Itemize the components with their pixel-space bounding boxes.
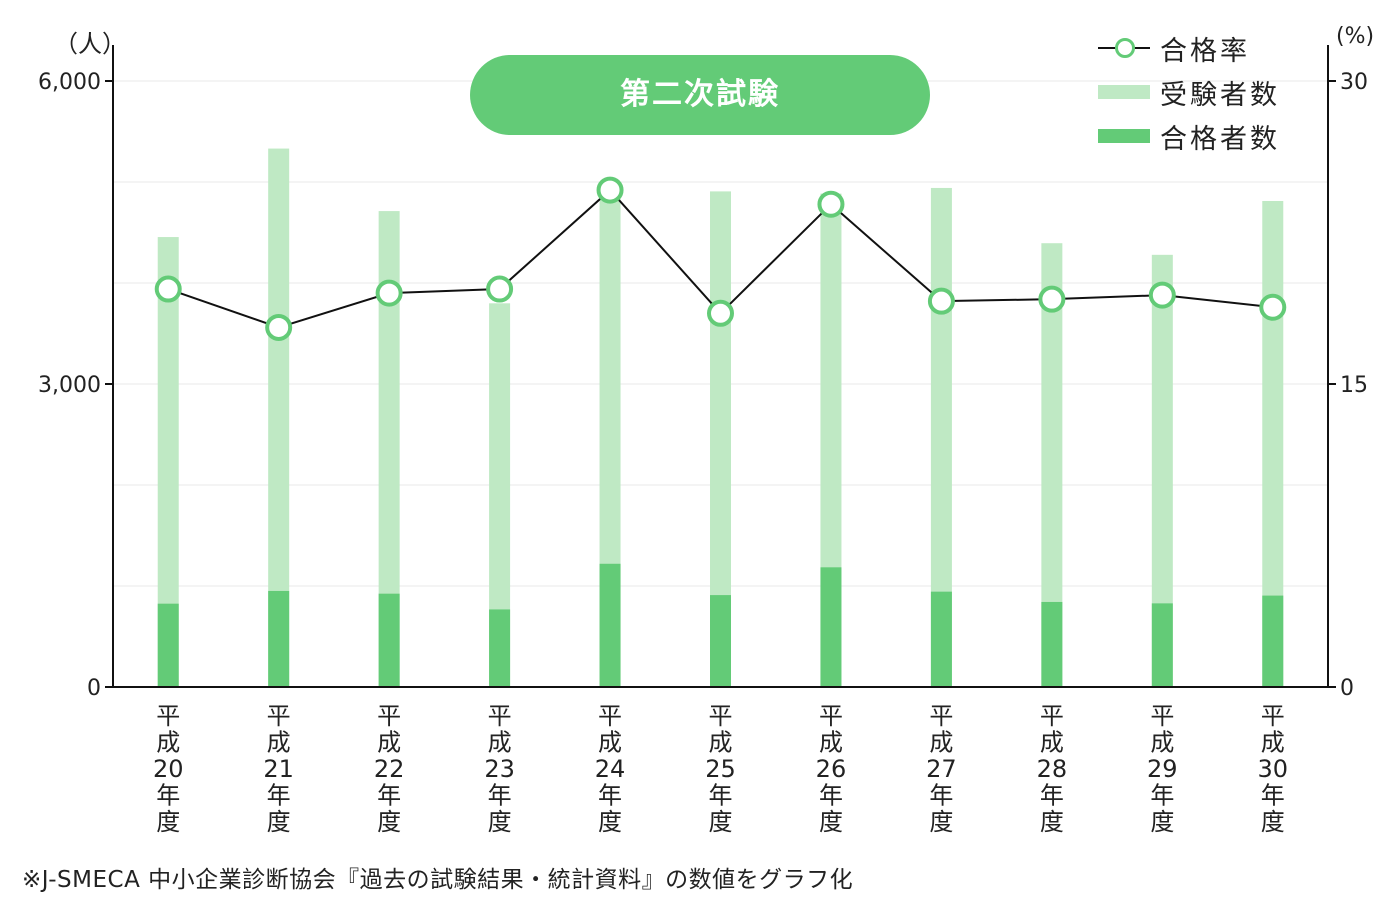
x-tick-label: 平成 25 年度	[705, 702, 736, 836]
bar-examinees	[268, 148, 290, 688]
bar-passers	[820, 567, 842, 687]
rate-point	[927, 287, 955, 315]
legend-label-passers: 合格者数	[1160, 123, 1280, 155]
rate-point	[375, 279, 403, 307]
bar-passers	[1262, 595, 1284, 687]
legend-label-examinees: 受験者数	[1160, 79, 1280, 111]
tick-labels: 0 3,000 6,000 0 15 30	[38, 70, 1368, 701]
x-tick-label: 平成 20 年度	[153, 702, 184, 836]
bar-examinees	[157, 237, 179, 688]
x-tick-label: 平成 30 年度	[1257, 702, 1288, 836]
swatch-examinees-icon	[1098, 85, 1150, 99]
bar-passers	[489, 609, 511, 687]
rate-point	[1038, 285, 1066, 313]
bar-examinees	[489, 303, 511, 687]
x-tick-label: 平成 27 年度	[926, 702, 957, 836]
bar-passers	[930, 591, 952, 687]
left-axis-unit: （人）	[54, 30, 126, 58]
axes	[105, 45, 1336, 688]
legend-label-rate: 合格率	[1160, 35, 1250, 67]
chart-title: 第二次試験	[470, 55, 930, 135]
right-axis-unit: (%)	[1336, 24, 1375, 49]
rate-point	[817, 190, 845, 218]
bar-examinees	[820, 193, 842, 688]
bar-passers	[378, 593, 400, 687]
left-tick-label: 3,000	[38, 373, 101, 398]
bar-passers	[1151, 603, 1173, 687]
bar-examinees	[378, 211, 400, 687]
legend-item-passers: 合格者数	[1098, 114, 1280, 158]
bar-examinees	[1151, 254, 1173, 688]
x-tick-label: 平成 23 年度	[484, 702, 515, 836]
right-tick-label: 0	[1340, 676, 1354, 701]
rate-point	[265, 313, 293, 341]
legend-item-rate: 合格率	[1098, 26, 1280, 70]
passer-bars	[157, 563, 1284, 687]
bar-passers	[599, 563, 621, 687]
source-note: ※J-SMECA 中小企業診断協会『過去の試験結果・統計資料』の数値をグラフ化	[22, 867, 854, 893]
rate-point	[1148, 281, 1176, 309]
pass-rate-points	[154, 176, 1287, 341]
x-tick-labels: 平成 20 年度 平成 21 年度 平成 22 年度 平成 23 年度 平成 24 年度 平成 25 年度 平成 26…	[153, 702, 1288, 836]
right-tick-label: 30	[1340, 70, 1368, 95]
line-marker-icon	[1098, 38, 1150, 58]
bar-passers	[268, 590, 290, 687]
right-tick-label: 15	[1340, 373, 1368, 398]
bar-examinees	[599, 187, 621, 687]
rate-point	[596, 176, 624, 204]
bar-passers	[710, 595, 731, 687]
x-tick-label: 平成 26 年度	[816, 702, 847, 836]
x-tick-label: 平成 29 年度	[1147, 702, 1178, 836]
legend-item-examinees: 受験者数	[1098, 70, 1280, 114]
left-tick-label: 0	[87, 676, 101, 701]
swatch-passers-icon	[1098, 129, 1150, 143]
rate-point	[1259, 293, 1287, 321]
x-tick-label: 平成 24 年度	[595, 702, 626, 836]
bar-passers	[157, 603, 179, 687]
rate-point	[154, 275, 182, 303]
rate-point	[707, 299, 734, 327]
left-tick-label: 6,000	[38, 70, 101, 95]
x-tick-label: 平成 28 年度	[1037, 702, 1068, 836]
x-tick-label: 平成 21 年度	[263, 702, 294, 836]
legend: 合格率 受験者数 合格者数	[1098, 26, 1280, 158]
bar-examinees	[1041, 243, 1063, 687]
examinee-bars	[157, 148, 1284, 688]
rate-point	[486, 275, 514, 303]
bar-examinees	[1262, 200, 1284, 687]
bar-passers	[1041, 601, 1063, 687]
x-tick-label: 平成 22 年度	[374, 702, 405, 836]
